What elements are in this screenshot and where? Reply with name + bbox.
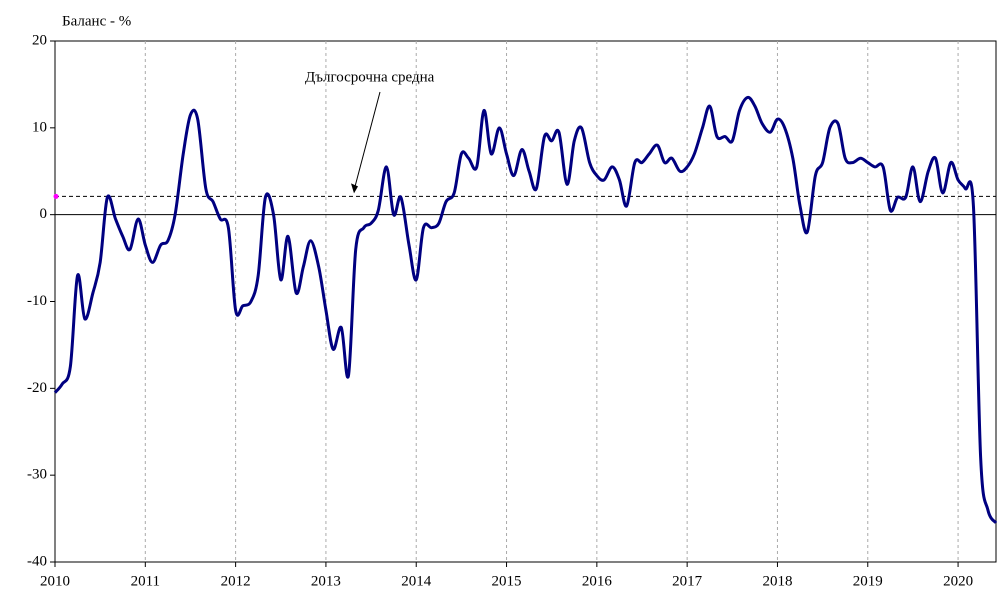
y-axis-label: Баланс - % [62, 13, 131, 29]
data-line [53, 95, 997, 524]
annotation: Дългосрочна средна [305, 69, 435, 85]
x-tick-label: 2020 [943, 573, 973, 589]
x-tick-label: 2016 [582, 573, 613, 589]
plot-frame [54, 40, 997, 563]
y-tick-label: 0 [40, 206, 48, 222]
average-marker [53, 193, 59, 199]
annotation-arrow [353, 91, 381, 191]
x-tick-label: 2015 [492, 573, 522, 589]
y-tick-label: -20 [27, 380, 47, 396]
y-tick-label: 20 [32, 32, 47, 48]
x-tick-label: 2014 [401, 573, 432, 589]
x-tick-label: 2011 [131, 573, 160, 589]
y-tick-label: -30 [27, 467, 47, 483]
x-tick-label: 2012 [221, 573, 251, 589]
x-tick-label: 2010 [40, 573, 70, 589]
x-tick-label: 2018 [762, 573, 792, 589]
y-tick-label: 10 [32, 119, 47, 135]
arrow-head [351, 183, 358, 194]
y-tick-label: -10 [27, 293, 47, 309]
y-tick-label: -40 [27, 553, 47, 569]
x-tick-label: 2017 [672, 573, 703, 589]
x-tick-label: 2019 [853, 573, 883, 589]
x-tick-label: 2013 [311, 573, 341, 589]
